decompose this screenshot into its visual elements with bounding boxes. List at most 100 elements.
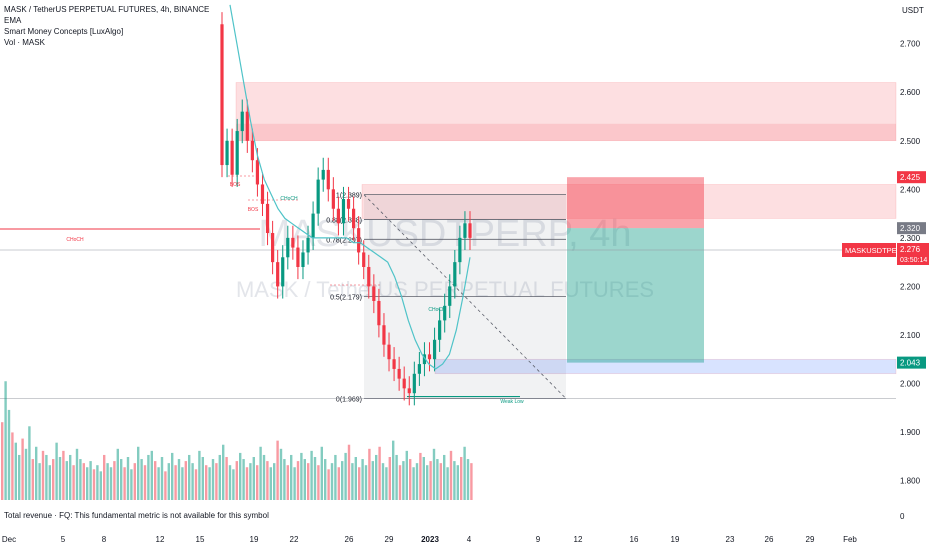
volume-bar	[347, 444, 351, 500]
volume-bar	[409, 459, 412, 500]
legend-symbol[interactable]: MASK / TetherUS PERPETUAL FUTURES, 4h, B…	[4, 5, 210, 14]
volume-bar	[235, 461, 238, 500]
chart-legend: MASK / TetherUS PERPETUAL FUTURES, 4h, B…	[4, 4, 209, 48]
candle-body	[367, 266, 371, 287]
volume-bar	[300, 452, 303, 500]
candle-body	[362, 252, 366, 267]
candle-body	[235, 131, 239, 175]
candle-body	[448, 286, 452, 306]
volume-bar	[133, 463, 136, 500]
volume-bar	[208, 467, 211, 500]
volume-bar	[130, 469, 133, 500]
volume-bar	[402, 461, 405, 500]
volume-bar	[35, 446, 38, 500]
current-symbol-text: MASKUSDTPERP	[845, 246, 907, 255]
volume-bar	[65, 461, 68, 500]
volume-bar	[160, 457, 164, 500]
time-tick: 29	[806, 535, 815, 544]
volume-bar	[371, 461, 374, 500]
candle-body	[453, 262, 457, 287]
volume-bar	[419, 452, 422, 500]
candle-body	[438, 320, 442, 340]
volume-bar	[239, 452, 242, 500]
candlestick-series	[220, 12, 472, 406]
volume-axis-label: 0	[900, 512, 905, 521]
candle-body	[377, 300, 381, 326]
volume-bar	[283, 459, 286, 500]
volume-bar	[28, 426, 31, 500]
price-axis-bg	[896, 0, 932, 550]
candle-body	[382, 325, 386, 345]
time-tick: 2023	[421, 535, 439, 544]
fib-level-label: 0.78(2.297)	[326, 237, 362, 244]
volume-bar	[96, 465, 99, 500]
volume-bar	[388, 457, 391, 500]
volume-bar	[303, 459, 306, 500]
candle-body	[458, 237, 462, 263]
legend-volume[interactable]: Vol · MASK	[4, 38, 45, 47]
time-tick: 12	[156, 535, 165, 544]
volume-bar	[449, 450, 453, 500]
legend-smc[interactable]: Smart Money Concepts [LuxAlgo]	[4, 27, 124, 36]
candle-body	[225, 140, 229, 166]
chart-annotations: CHoCH BOS BOS CHoCH CHoCH Weak Low	[66, 182, 524, 405]
candle-body	[427, 354, 432, 360]
volume-bar	[62, 450, 65, 500]
candle-body	[255, 160, 260, 185]
volume-bar	[222, 444, 225, 500]
smc-label: CHoCH	[280, 196, 298, 202]
volume-bar	[191, 463, 194, 500]
candle-body	[291, 237, 295, 248]
legend-ema[interactable]: EMA	[4, 16, 22, 25]
volume-bar	[398, 465, 402, 500]
volume-bar	[31, 459, 34, 500]
volume-bar	[443, 454, 446, 500]
candle-body	[265, 203, 270, 234]
candle-body	[260, 184, 265, 204]
volume-bar	[21, 438, 24, 500]
volume-bar	[72, 465, 75, 500]
volume-bar	[330, 463, 334, 500]
price-tick: 2.500	[900, 137, 921, 146]
candle-body	[271, 233, 275, 263]
volume-bar	[55, 442, 58, 500]
candle-body	[316, 179, 320, 214]
currency-label: USDT	[902, 6, 924, 15]
current-price-tag	[897, 243, 929, 265]
price-tick: 2.700	[900, 40, 921, 49]
candle-body	[336, 208, 341, 224]
volume-bar	[198, 450, 201, 500]
time-tick: 4	[467, 535, 472, 544]
volume-bar	[320, 446, 323, 500]
volume-bar	[14, 442, 17, 500]
candle-body	[296, 247, 300, 267]
time-tick: 9	[536, 535, 541, 544]
candle-body	[326, 169, 330, 190]
volume-bar	[470, 463, 473, 500]
volume-bar	[296, 461, 300, 500]
volume-bar	[378, 446, 381, 500]
time-tick: 22	[290, 535, 299, 544]
candle-body	[346, 199, 351, 209]
volume-bar	[385, 467, 388, 500]
volume-bar	[415, 463, 419, 500]
candle-body	[468, 223, 472, 238]
volume-bar	[317, 465, 320, 500]
candle-body	[230, 140, 234, 175]
volume-bar	[256, 465, 259, 500]
volume-bar	[126, 457, 130, 500]
fundamental-note: Total revenue · FQ: This fundamental met…	[4, 511, 269, 520]
volume-bar	[432, 448, 436, 500]
volume-bar	[184, 461, 187, 500]
candle-body	[351, 208, 356, 229]
volume-bar	[245, 467, 249, 500]
time-tick: 29	[385, 535, 394, 544]
candle-body	[331, 189, 335, 209]
volume-bar	[109, 467, 113, 500]
volume-bar	[453, 461, 456, 500]
candle-body	[443, 305, 447, 321]
volume-bar	[242, 459, 245, 500]
smc-label: BOS	[230, 182, 241, 188]
